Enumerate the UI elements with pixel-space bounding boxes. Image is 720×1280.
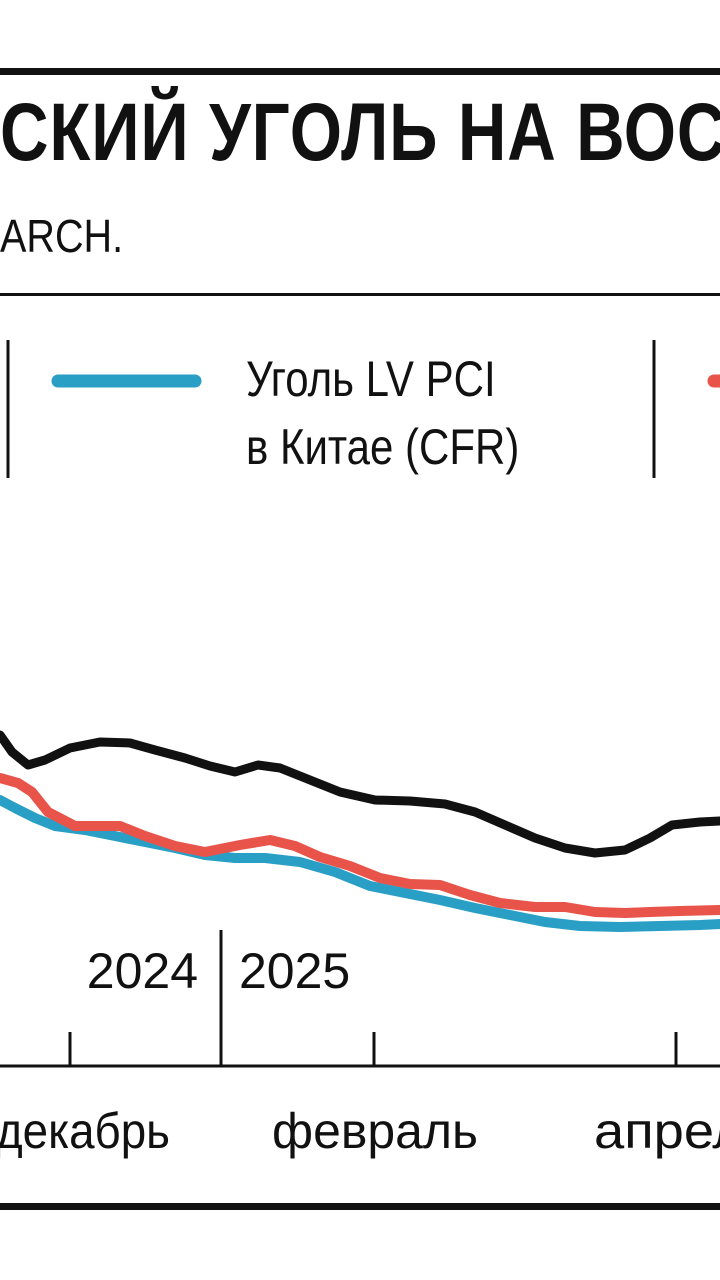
year-label-2025: 2025 [239, 943, 350, 999]
header-rule [0, 293, 720, 296]
series-line-red [0, 773, 720, 918]
x-label-april: апрел [594, 1103, 720, 1159]
year-label-2024: 2024 [87, 943, 198, 999]
legend-label-blue-line-1: Уголь LV PCI [246, 351, 496, 407]
legend-label-blue-line-2: в Китае (CFR) [246, 419, 520, 475]
series-layer [0, 730, 720, 932]
series-line-black [0, 730, 720, 858]
bottom-rule [0, 1203, 720, 1210]
x-label-december: декабрь [0, 1103, 170, 1159]
x-label-february: февраль [272, 1103, 478, 1159]
chart-title: СКИЙ УГОЛЬ НА ВОС [0, 87, 720, 178]
source-note: ARCH. [0, 210, 124, 262]
top-rule [0, 68, 720, 75]
